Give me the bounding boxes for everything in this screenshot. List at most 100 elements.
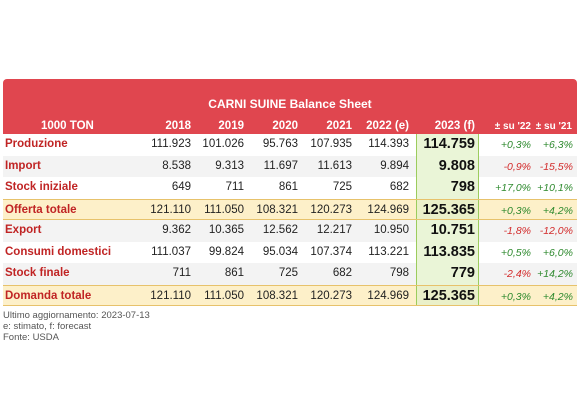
cell-2023: 113.835: [423, 243, 475, 260]
cell-2019: 111.050: [204, 289, 244, 302]
cell-2021: 107.935: [310, 138, 352, 150]
cell-2022: 9.894: [380, 159, 409, 172]
cell-2020: 725: [278, 267, 298, 279]
row-label: Stock iniziale: [5, 181, 78, 193]
cell-delta-22: +17,0%: [495, 182, 531, 194]
table-row: Import 8.538 9.313 11.697 11.613 9.894 9…: [3, 155, 577, 177]
col-header-delta-21: ± su '21: [535, 121, 572, 132]
cell-2018: 649: [171, 181, 191, 193]
cell-delta-22: +0,3%: [500, 204, 531, 217]
table-row: Produzione 111.923 101.026 95.763 107.93…: [3, 134, 577, 156]
cell-2023: 798: [450, 179, 475, 195]
source-note: Fonte: USDA: [3, 332, 59, 343]
col-header-2021: 2021: [326, 120, 352, 132]
cell-2023: 114.759: [423, 136, 475, 152]
cell-2019: 861: [224, 267, 244, 279]
cell-2019: 101.026: [202, 138, 244, 150]
cell-2020: 12.562: [262, 224, 298, 236]
cell-delta-21: +4,2%: [542, 290, 573, 303]
highlight-column: [416, 220, 479, 242]
highlight-column: [416, 199, 479, 219]
cell-delta-22: +0,3%: [500, 139, 531, 151]
highlight-column: [416, 177, 479, 199]
cell-2021: 725: [332, 181, 352, 193]
cell-2021: 682: [332, 267, 352, 279]
cell-2022: 682: [389, 181, 409, 193]
table-footer: Ultimo aggiornamento: 2023-07-13 e: stim…: [3, 310, 150, 343]
col-header-2019: 2019: [218, 120, 244, 132]
cell-2020: 861: [278, 181, 298, 193]
highlight-column: [416, 263, 479, 285]
cell-2019: 111.050: [204, 203, 244, 216]
highlight-column: [416, 134, 479, 156]
cell-delta-22: -0,9%: [503, 160, 531, 173]
cell-2018: 121.110: [150, 289, 191, 302]
cell-2018: 111.037: [151, 245, 191, 258]
cell-2019: 711: [225, 181, 244, 193]
row-label: Stock finale: [5, 267, 70, 279]
cell-2021: 11.613: [317, 159, 352, 172]
cell-delta-21: +14,2%: [537, 268, 573, 280]
cell-delta-22: +0,5%: [500, 246, 531, 259]
cell-2021: 120.273: [310, 289, 352, 302]
cell-2022: 124.969: [367, 203, 409, 216]
cell-2020: 108.321: [256, 203, 298, 216]
cell-2019: 10.365: [208, 224, 244, 236]
table-row: Export 9.362 10.365 12.562 12.217 10.950…: [3, 220, 577, 242]
table-title: CARNI SUINE Balance Sheet: [208, 97, 372, 111]
cell-delta-21: +10,1%: [537, 182, 573, 194]
cell-2018: 111.923: [151, 138, 191, 150]
cell-2018: 711: [172, 267, 191, 279]
row-label: Consumi domestici: [5, 245, 112, 258]
cell-delta-21: -12,0%: [539, 225, 573, 237]
unit-header: 1000 TON: [41, 120, 94, 132]
cell-2023: 779: [450, 265, 475, 281]
cell-delta-21: -15,5%: [539, 160, 573, 173]
cell-delta-21: +6,0%: [542, 246, 573, 259]
balance-sheet-table: CARNI SUINE Balance Sheet 1000 TON 2018 …: [3, 79, 577, 306]
cell-2022: 124.969: [367, 289, 409, 302]
table-header: CARNI SUINE Balance Sheet 1000 TON 2018 …: [3, 79, 577, 134]
cell-2023: 125.365: [422, 287, 475, 304]
cell-2019: 9.313: [215, 159, 244, 172]
cell-2020: 95.763: [262, 138, 298, 150]
table-row: Stock iniziale 649 711 861 725 682 798 +…: [3, 177, 577, 199]
row-label: Produzione: [5, 138, 68, 150]
cell-2023: 9.808: [438, 157, 475, 174]
col-header-2022: 2022 (e): [366, 120, 409, 132]
row-label: Export: [5, 224, 42, 236]
cell-2022: 10.950: [373, 224, 409, 236]
cell-2020: 108.321: [256, 289, 298, 302]
table-row-total: Domanda totale 121.110 111.050 108.321 1…: [3, 284, 577, 306]
cell-delta-21: +6,3%: [542, 139, 573, 151]
row-label: Import: [5, 159, 41, 172]
cell-2021: 120.273: [310, 203, 352, 216]
row-label: Offerta totale: [5, 203, 77, 216]
cell-2019: 99.824: [208, 245, 244, 258]
cell-2023: 125.365: [422, 201, 475, 218]
cell-2018: 8.538: [162, 159, 191, 172]
legend-note: e: stimato, f: forecast: [3, 321, 92, 332]
highlight-column: [416, 155, 479, 177]
table-row-total: Offerta totale 121.110 111.050 108.321 1…: [3, 198, 577, 220]
cell-delta-22: +0,3%: [500, 290, 531, 303]
last-updated-note: Ultimo aggiornamento: 2023-07-13: [3, 310, 150, 321]
cell-delta-22: -2,4%: [503, 268, 531, 280]
highlight-column: [416, 285, 479, 305]
cell-2018: 9.362: [162, 224, 191, 236]
cell-2023: 10.751: [430, 222, 475, 238]
cell-2021: 107.374: [310, 245, 352, 258]
col-header-2018: 2018: [165, 120, 191, 132]
cell-2022: 114.393: [368, 138, 409, 150]
col-header-2020: 2020: [272, 120, 298, 132]
highlight-column: [416, 241, 479, 263]
row-label: Domanda totale: [5, 289, 92, 302]
cell-2020: 95.034: [262, 245, 298, 258]
cell-delta-22: -1,8%: [503, 225, 531, 237]
table-row: Consumi domestici 111.037 99.824 95.034 …: [3, 241, 577, 263]
cell-2018: 121.110: [150, 203, 191, 216]
cell-2022: 113.221: [368, 245, 409, 258]
cell-2022: 798: [389, 267, 409, 279]
col-header-2023: 2023 (f): [434, 120, 475, 132]
cell-2020: 11.697: [263, 159, 298, 172]
